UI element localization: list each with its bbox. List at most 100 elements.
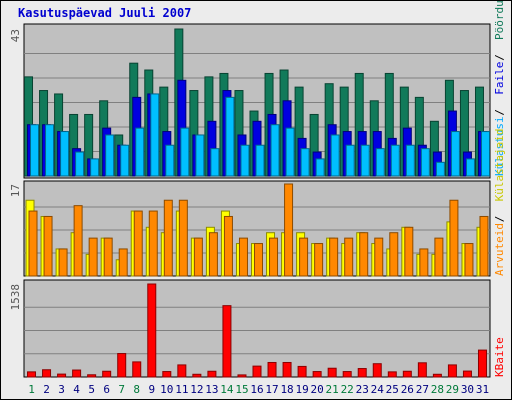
x-tick-label-day-21: 21 — [326, 383, 339, 396]
bar-arvuteid-day-4 — [73, 205, 83, 277]
x-tick-label-day-4: 4 — [73, 383, 80, 396]
bar-külastusi-day-2 — [45, 124, 55, 177]
bar-külastusi-day-18 — [285, 127, 295, 177]
bar-külastusi-day-28 — [435, 161, 445, 177]
bar-külastusi-day-16 — [255, 144, 265, 177]
x-tick-label-day-1: 1 — [28, 383, 35, 396]
legend-faile: Faile — [493, 62, 506, 95]
bar-kbaite-day-4 — [72, 369, 82, 378]
bar-arvuteid-day-19 — [299, 237, 309, 277]
bar-arvuteid-day-13 — [208, 232, 218, 277]
bar-arvuteid-day-31 — [479, 215, 489, 277]
bar-külastusi-day-10 — [165, 144, 175, 177]
bar-arvuteid-day-5 — [88, 237, 98, 277]
bar-külastusi-day-25 — [390, 144, 400, 177]
bar-kbaite-day-16 — [252, 365, 262, 378]
bar-arvuteid-day-7 — [118, 248, 128, 277]
x-tick-label-day-5: 5 — [88, 383, 95, 396]
bar-kbaite-day-8 — [132, 361, 142, 378]
bar-kbaite-day-30 — [462, 370, 472, 378]
legend-arvuteid: Arvuteid — [493, 223, 506, 276]
x-tick-label-day-12: 12 — [190, 383, 203, 396]
bar-külastusi-day-1 — [30, 124, 40, 177]
bar-külastusi-day-17 — [270, 124, 280, 177]
bar-arvuteid-day-29 — [449, 199, 459, 277]
bar-kbaite-day-7 — [117, 353, 127, 378]
bar-kbaite-day-5 — [87, 374, 97, 378]
x-tick-label-day-13: 13 — [205, 383, 218, 396]
x-tick-label-day-11: 11 — [175, 383, 188, 396]
plot-area-bottom — [23, 279, 491, 378]
bar-külastusi-day-6 — [105, 134, 115, 177]
bar-kbaite-day-2 — [42, 369, 52, 378]
legend-külastajaid: Külastajaid — [493, 129, 506, 202]
bar-külastusi-day-14 — [225, 96, 235, 177]
x-tick-label-day-14: 14 — [220, 383, 234, 396]
bar-külastusi-day-31 — [480, 131, 490, 177]
bar-kbaite-day-18 — [282, 361, 292, 378]
bar-külastusi-day-19 — [300, 148, 310, 177]
bar-arvuteid-day-20 — [314, 243, 324, 277]
bar-külastusi-day-24 — [375, 148, 385, 177]
bar-kbaite-day-3 — [57, 373, 67, 378]
x-tick-label-day-25: 25 — [386, 383, 399, 396]
x-tick-label-day-29: 29 — [446, 383, 459, 396]
bar-kbaite-day-19 — [297, 365, 307, 378]
legend-separator: / — [493, 216, 506, 223]
bar-arvuteid-day-18 — [284, 183, 294, 277]
x-tick-label-day-2: 2 — [43, 383, 50, 396]
bar-kbaite-day-29 — [447, 364, 457, 378]
bar-arvuteid-day-12 — [193, 237, 203, 277]
x-tick-label-day-10: 10 — [160, 383, 173, 396]
bar-kbaite-day-11 — [177, 364, 187, 378]
x-tick-label-day-22: 22 — [341, 383, 354, 396]
y-max-label-middle: 17 — [9, 184, 22, 197]
bar-arvuteid-day-23 — [359, 232, 369, 277]
x-tick-label-day-8: 8 — [133, 383, 140, 396]
bar-arvuteid-day-9 — [148, 210, 158, 277]
bar-arvuteid-day-6 — [103, 237, 113, 277]
chart-title: Kasutuspäevad Juuli 2007 — [18, 6, 192, 20]
bar-külastusi-day-15 — [240, 144, 250, 177]
bar-arvuteid-day-27 — [419, 248, 429, 277]
bar-külastusi-day-13 — [210, 148, 220, 177]
x-tick-label-day-23: 23 — [356, 383, 369, 396]
legend-separator: / — [493, 109, 506, 116]
x-tick-label-day-18: 18 — [280, 383, 293, 396]
bar-külastusi-day-21 — [330, 134, 340, 177]
x-tick-label-day-9: 9 — [148, 383, 155, 396]
x-tick-label-day-30: 30 — [461, 383, 474, 396]
legend-kbaite: KBaite — [493, 337, 506, 377]
bar-kbaite-day-6 — [102, 370, 112, 378]
bar-külastusi-day-26 — [405, 144, 415, 177]
bar-kbaite-day-9 — [147, 283, 157, 378]
bar-arvuteid-day-28 — [434, 237, 444, 277]
bar-arvuteid-day-2 — [43, 215, 53, 277]
bar-kbaite-day-14 — [222, 305, 232, 378]
bar-arvuteid-day-11 — [178, 199, 188, 277]
bar-kbaite-day-23 — [357, 368, 367, 378]
bar-kbaite-day-21 — [327, 367, 337, 378]
bar-külastusi-day-22 — [345, 144, 355, 177]
bar-kbaite-day-27 — [417, 362, 427, 378]
bar-arvuteid-day-16 — [254, 243, 263, 277]
legend-separator: / — [493, 54, 506, 61]
bar-arvuteid-day-14 — [223, 215, 233, 277]
y-max-label-top: 43 — [9, 29, 22, 42]
x-tick-label-day-24: 24 — [371, 383, 385, 396]
bar-külastusi-day-7 — [120, 144, 130, 177]
bar-külastusi-day-12 — [195, 134, 205, 177]
x-tick-label-day-3: 3 — [58, 383, 65, 396]
bar-külastusi-day-3 — [60, 131, 70, 177]
bar-külastusi-day-27 — [420, 148, 430, 177]
bar-külastusi-day-4 — [75, 151, 85, 177]
bar-külastusi-day-20 — [315, 158, 325, 177]
bar-kbaite-day-1 — [27, 371, 37, 378]
bar-kbaite-day-17 — [267, 361, 277, 378]
bar-arvuteid-day-26 — [404, 226, 414, 277]
x-tick-label-day-16: 16 — [250, 383, 263, 396]
bar-külastusi-day-30 — [465, 158, 475, 177]
bar-arvuteid-day-21 — [329, 237, 339, 277]
bar-külastusi-day-9 — [150, 93, 160, 177]
